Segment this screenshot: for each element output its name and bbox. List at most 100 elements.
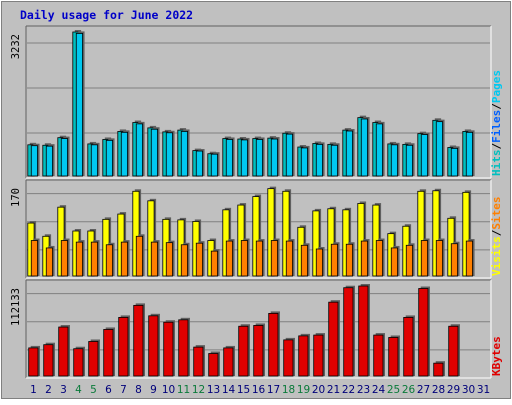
side-label-part: Pages [490, 70, 503, 103]
sites-bar-day-11 [180, 244, 188, 277]
sites-bar-day-22 [345, 243, 353, 277]
x-tick-label-day-21: 21 [327, 384, 340, 396]
x-tick-label-day-10: 10 [162, 384, 175, 396]
files-bar-day-1 [30, 145, 38, 177]
kbytes-bar-day-16 [253, 325, 264, 377]
files-bar-day-25 [390, 144, 398, 177]
files-bar-day-22 [345, 130, 353, 177]
files-bar-day-17 [270, 138, 278, 177]
kbytes-bar-day-28 [433, 362, 444, 377]
x-tick-label-day-3: 3 [60, 384, 67, 396]
files-bar-day-16 [255, 139, 263, 177]
x-tick-label-day-6: 6 [105, 384, 112, 396]
kbytes-bar-day-23 [358, 285, 369, 377]
sites-bar-day-14 [225, 240, 233, 277]
x-tick-label-day-11: 11 [177, 384, 190, 396]
side-label-part: Files [490, 110, 503, 143]
files-bar-day-29 [450, 147, 458, 177]
panel-max-label: 170 [10, 188, 22, 207]
kbytes-bar-day-26 [403, 317, 414, 377]
kbytes-bar-day-11 [178, 319, 189, 377]
kbytes-bar-day-29 [448, 325, 459, 377]
kbytes-bar-day-13 [208, 353, 219, 377]
files-bar-day-9 [150, 128, 158, 177]
files-bar-day-7 [120, 131, 128, 177]
x-tick-label-day-18: 18 [282, 384, 295, 396]
x-tick-label-day-12: 12 [192, 384, 205, 396]
sites-bar-day-17 [270, 240, 278, 277]
kbytes-bar-day-8 [133, 304, 144, 377]
x-tick-label-day-19: 19 [297, 384, 310, 396]
files-bar-day-30 [465, 131, 473, 177]
side-label-part: Sites [490, 197, 503, 230]
kbytes-bar-day-19 [298, 335, 309, 377]
x-tick-label-day-26: 26 [402, 384, 416, 396]
kbytes-bar-day-24 [373, 334, 384, 377]
x-tick-label-day-29: 29 [447, 384, 460, 396]
files-bar-day-28 [435, 121, 443, 177]
sites-bar-day-7 [120, 241, 128, 277]
x-tick-label-day-4: 4 [75, 384, 82, 396]
x-tick-label-day-9: 9 [150, 384, 157, 396]
sites-bar-day-3 [60, 240, 68, 277]
files-bar-day-5 [90, 144, 98, 177]
files-bar-day-24 [375, 123, 383, 177]
kbytes-bar-day-3 [58, 326, 69, 377]
files-bar-day-21 [330, 144, 338, 177]
x-tick-label-day-1: 1 [30, 384, 37, 396]
files-bar-day-20 [315, 143, 323, 177]
kbytes-bar-day-17 [268, 312, 279, 377]
kbytes-bar-day-10 [163, 321, 174, 377]
sites-bar-day-8 [135, 235, 143, 277]
files-bar-day-26 [405, 144, 413, 177]
side-label-part: / [490, 143, 503, 150]
kbytes-bar-day-5 [88, 341, 99, 377]
sites-bar-day-20 [315, 248, 323, 277]
files-bar-day-19 [300, 147, 308, 177]
sites-bar-day-9 [150, 241, 158, 277]
sites-bar-day-23 [360, 240, 368, 277]
panel-side-label: Hits/Files/Pages [490, 70, 503, 176]
panel-max-label: 112133 [10, 288, 22, 326]
x-tick-label-day-28: 28 [432, 384, 445, 396]
kbytes-bar-day-12 [193, 346, 204, 377]
sites-bar-day-25 [390, 247, 398, 277]
sites-bar-day-1 [30, 240, 38, 277]
sites-bar-day-24 [375, 240, 383, 277]
files-bar-day-6 [105, 139, 113, 177]
x-tick-label-day-13: 13 [207, 384, 220, 396]
kbytes-bar-day-4 [73, 348, 84, 377]
sites-bar-day-4 [75, 241, 83, 277]
files-bar-day-27 [420, 134, 428, 177]
panel-visits-sites: 170 Visits/Sites [10, 179, 503, 279]
sites-bar-day-21 [330, 243, 338, 277]
panel-side-label: KBytes [490, 336, 503, 376]
kbytes-bar-day-1 [28, 347, 39, 377]
files-bar-day-23 [360, 118, 368, 177]
sites-bar-day-2 [45, 247, 53, 277]
kbytes-bar-day-6 [103, 329, 114, 377]
x-tick-label-day-17: 17 [267, 384, 280, 396]
x-tick-label-day-16: 16 [252, 384, 266, 396]
kbytes-bar-day-9 [148, 315, 159, 377]
kbytes-bar-day-20 [313, 334, 324, 377]
x-tick-label-day-14: 14 [222, 384, 236, 396]
x-tick-label-day-27: 27 [417, 384, 430, 396]
chart-title: Daily usage for June 2022 [20, 8, 193, 22]
x-tick-label-day-5: 5 [90, 384, 97, 396]
panel-side-label: Visits/Sites [490, 197, 503, 277]
sites-bar-day-6 [105, 244, 113, 277]
x-tick-label-day-25: 25 [387, 384, 400, 396]
sites-bar-day-10 [165, 242, 173, 277]
sites-bar-day-27 [420, 240, 428, 277]
files-bar-day-14 [225, 139, 233, 177]
kbytes-bar-day-22 [343, 287, 354, 377]
kbytes-bar-day-15 [238, 325, 249, 377]
kbytes-bar-day-2 [43, 344, 54, 377]
x-tick-label-day-7: 7 [120, 384, 127, 396]
panel-max-label: 3232 [10, 34, 22, 59]
sites-bar-day-16 [255, 240, 263, 277]
x-tick-label-day-20: 20 [312, 384, 325, 396]
